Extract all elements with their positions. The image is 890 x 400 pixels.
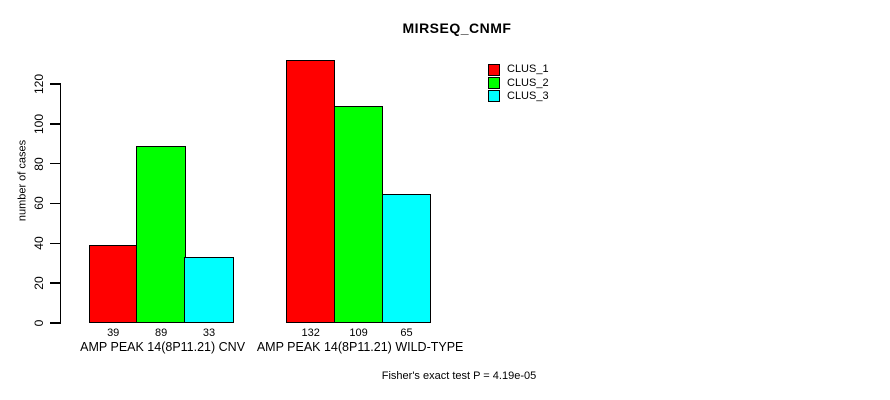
bar-value-label: 39: [107, 326, 120, 339]
y-tick-label: 80: [31, 156, 46, 171]
y-tick-label: 20: [31, 276, 46, 290]
y-tick-label: 100: [31, 113, 46, 134]
y-tick: [50, 123, 61, 125]
y-tick: [50, 242, 61, 245]
fisher-test-note: Fisher's exact test P = 4.19e-05: [381, 370, 537, 382]
legend-label: CLUS_1: [507, 63, 549, 76]
bar-value-label: 33: [202, 326, 216, 339]
y-tick: [50, 83, 61, 85]
bar-value-label: 65: [400, 326, 413, 339]
y-axis-line: [59, 83, 61, 325]
bar-value-label: 89: [154, 326, 168, 339]
chart-title: MIRSEQ_CNMF: [402, 20, 512, 36]
bar-clus_1-group2: [286, 60, 336, 323]
bar-clus_2-group1: [136, 145, 186, 323]
y-tick-label: 0: [31, 319, 46, 327]
legend-swatch-clus_1: [488, 63, 500, 76]
y-tick: [50, 322, 61, 324]
y-tick: [50, 202, 61, 205]
bar-value-label: 109: [349, 326, 368, 339]
bar-clus_1-group1: [88, 245, 138, 323]
y-tick: [50, 162, 61, 165]
group-label: AMP PEAK 14(8P11.21) CNV: [80, 340, 246, 354]
legend-swatch-clus_2: [488, 77, 500, 89]
legend-label: CLUS_3: [507, 89, 549, 102]
bar-clus_2-group2: [333, 105, 384, 323]
bar-value-label: 132: [301, 326, 320, 339]
bar-clus_3-group1: [184, 257, 234, 323]
group-label: AMP PEAK 14(8P11.21) WILD-TYPE: [256, 340, 464, 354]
y-tick-label: 120: [31, 73, 46, 94]
legend-label: CLUS_2: [507, 76, 549, 89]
bar-clus_3-group2: [381, 193, 432, 323]
legend-swatch-clus_3: [488, 90, 500, 103]
y-tick: [50, 282, 61, 284]
y-axis-label: number of cases: [16, 139, 29, 222]
y-tick-label: 60: [31, 196, 46, 211]
y-tick-label: 40: [31, 236, 46, 251]
